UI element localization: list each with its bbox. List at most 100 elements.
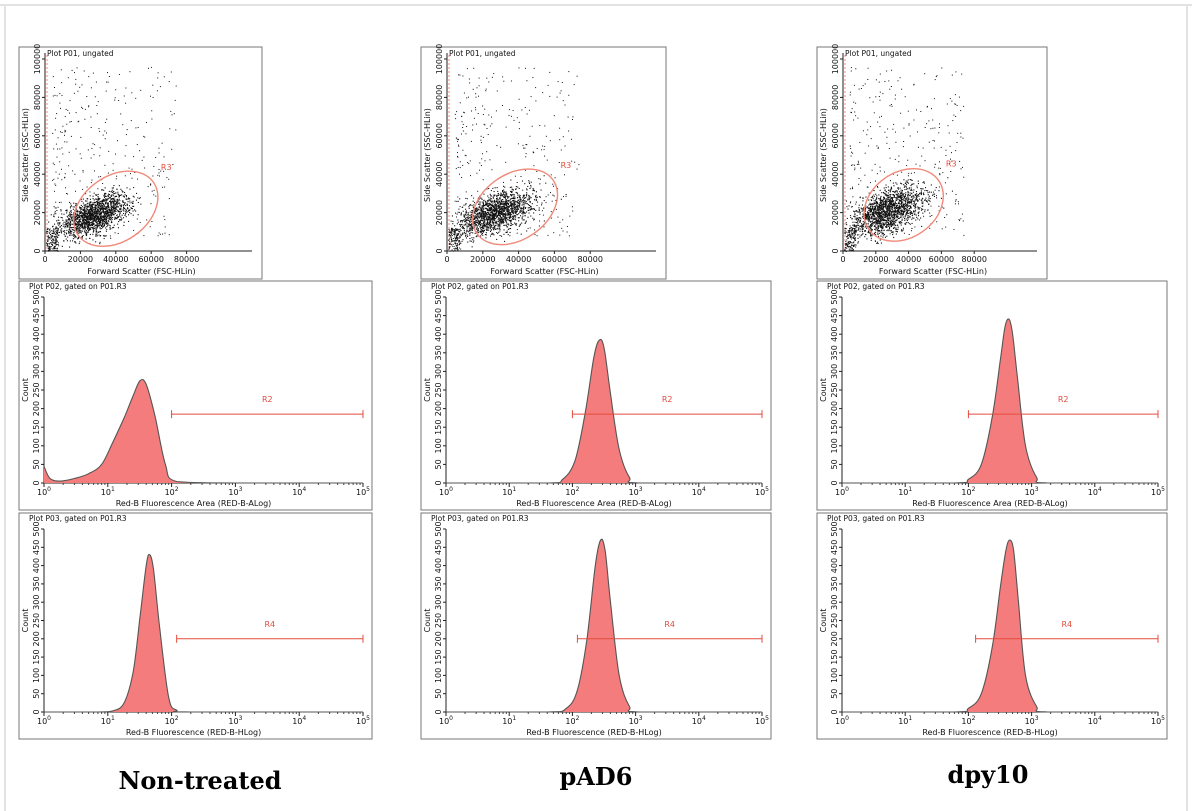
event-dot bbox=[509, 209, 511, 211]
event-dot bbox=[125, 205, 127, 207]
event-dot bbox=[56, 232, 58, 234]
event-dot bbox=[50, 247, 52, 249]
event-dot bbox=[530, 206, 532, 208]
event-dot bbox=[137, 197, 139, 199]
event-dot bbox=[94, 170, 95, 172]
event-dot bbox=[103, 223, 105, 225]
event-dot bbox=[450, 237, 452, 239]
x-tick-exponent: 3 bbox=[239, 486, 243, 493]
event-dot bbox=[151, 110, 153, 112]
event-dot bbox=[514, 211, 516, 213]
event-dot bbox=[496, 204, 498, 206]
event-dot bbox=[535, 194, 537, 196]
event-dot bbox=[139, 197, 141, 199]
event-dot bbox=[527, 199, 529, 201]
event-dot bbox=[484, 108, 486, 110]
event-dot bbox=[890, 214, 892, 216]
event-dot bbox=[508, 205, 510, 207]
event-dot bbox=[466, 219, 468, 221]
event-dot bbox=[500, 211, 502, 213]
event-dot bbox=[88, 206, 90, 208]
event-dot bbox=[489, 227, 491, 229]
event-dot bbox=[463, 204, 465, 206]
event-dot bbox=[504, 206, 506, 208]
event-dot bbox=[453, 230, 455, 232]
event-dot bbox=[510, 216, 512, 218]
event-dot bbox=[84, 227, 86, 229]
event-dot bbox=[512, 204, 514, 206]
event-dot bbox=[481, 227, 483, 229]
event-dot bbox=[96, 231, 98, 233]
event-dot bbox=[900, 191, 902, 193]
event-dot bbox=[113, 185, 115, 187]
event-dot bbox=[465, 203, 467, 204]
event-dot bbox=[499, 194, 501, 196]
event-dot bbox=[897, 215, 899, 217]
event-dot bbox=[55, 201, 57, 203]
event-dot bbox=[102, 226, 104, 228]
event-dot bbox=[119, 203, 121, 205]
event-dot bbox=[131, 202, 133, 204]
event-dot bbox=[899, 193, 901, 195]
event-dot bbox=[50, 214, 52, 216]
event-dot bbox=[119, 214, 121, 216]
event-dot bbox=[451, 235, 453, 237]
plot-title: Plot P01, ungated bbox=[47, 49, 114, 58]
event-dot bbox=[470, 240, 472, 242]
event-dots bbox=[448, 67, 580, 252]
event-dot bbox=[101, 228, 103, 230]
event-dot bbox=[452, 243, 454, 245]
event-dot bbox=[109, 209, 111, 211]
event-dot bbox=[61, 179, 63, 181]
event-dot bbox=[468, 207, 470, 209]
event-dot bbox=[88, 105, 90, 107]
event-dot bbox=[892, 201, 894, 203]
event-dot bbox=[86, 198, 88, 200]
event-dot bbox=[511, 186, 513, 188]
event-dot bbox=[94, 215, 96, 217]
event-dot bbox=[471, 226, 473, 228]
event-dot bbox=[70, 203, 72, 205]
event-dot bbox=[83, 220, 85, 222]
event-dot bbox=[94, 210, 96, 212]
event-dot bbox=[118, 100, 120, 101]
gate-label: R4 bbox=[664, 620, 675, 629]
event-dot bbox=[109, 212, 111, 214]
event-dot bbox=[159, 233, 161, 235]
event-dot bbox=[469, 219, 471, 221]
event-dot bbox=[118, 198, 120, 200]
event-dot bbox=[71, 234, 73, 236]
event-dot bbox=[474, 221, 476, 223]
event-dot bbox=[541, 204, 543, 206]
event-dot bbox=[104, 196, 106, 198]
event-dot bbox=[461, 116, 463, 117]
event-dot bbox=[493, 234, 495, 236]
event-dot bbox=[493, 214, 495, 216]
event-dot bbox=[79, 228, 81, 230]
event-dot bbox=[120, 210, 122, 212]
event-dot bbox=[158, 147, 160, 149]
event-dot bbox=[60, 231, 62, 233]
event-dot bbox=[894, 222, 896, 224]
event-dot bbox=[921, 202, 923, 204]
event-dot bbox=[479, 227, 481, 229]
event-dot bbox=[74, 72, 75, 74]
event-dot bbox=[498, 209, 500, 211]
y-tick-label: 100 bbox=[32, 668, 41, 683]
event-dot bbox=[101, 189, 103, 191]
event-dot bbox=[457, 245, 459, 247]
event-dot bbox=[94, 214, 96, 216]
event-dot bbox=[120, 205, 122, 207]
event-dot bbox=[503, 229, 505, 231]
event-dot bbox=[479, 216, 481, 218]
event-dot bbox=[107, 203, 109, 205]
event-dot bbox=[894, 224, 896, 226]
event-dot bbox=[83, 217, 85, 219]
event-dot bbox=[79, 232, 81, 234]
event-dot bbox=[504, 219, 506, 221]
event-dot bbox=[119, 213, 121, 215]
event-dot bbox=[487, 203, 489, 205]
event-dot bbox=[98, 205, 100, 207]
y-tick-label: 60000 bbox=[435, 123, 444, 148]
event-dot bbox=[495, 110, 497, 112]
